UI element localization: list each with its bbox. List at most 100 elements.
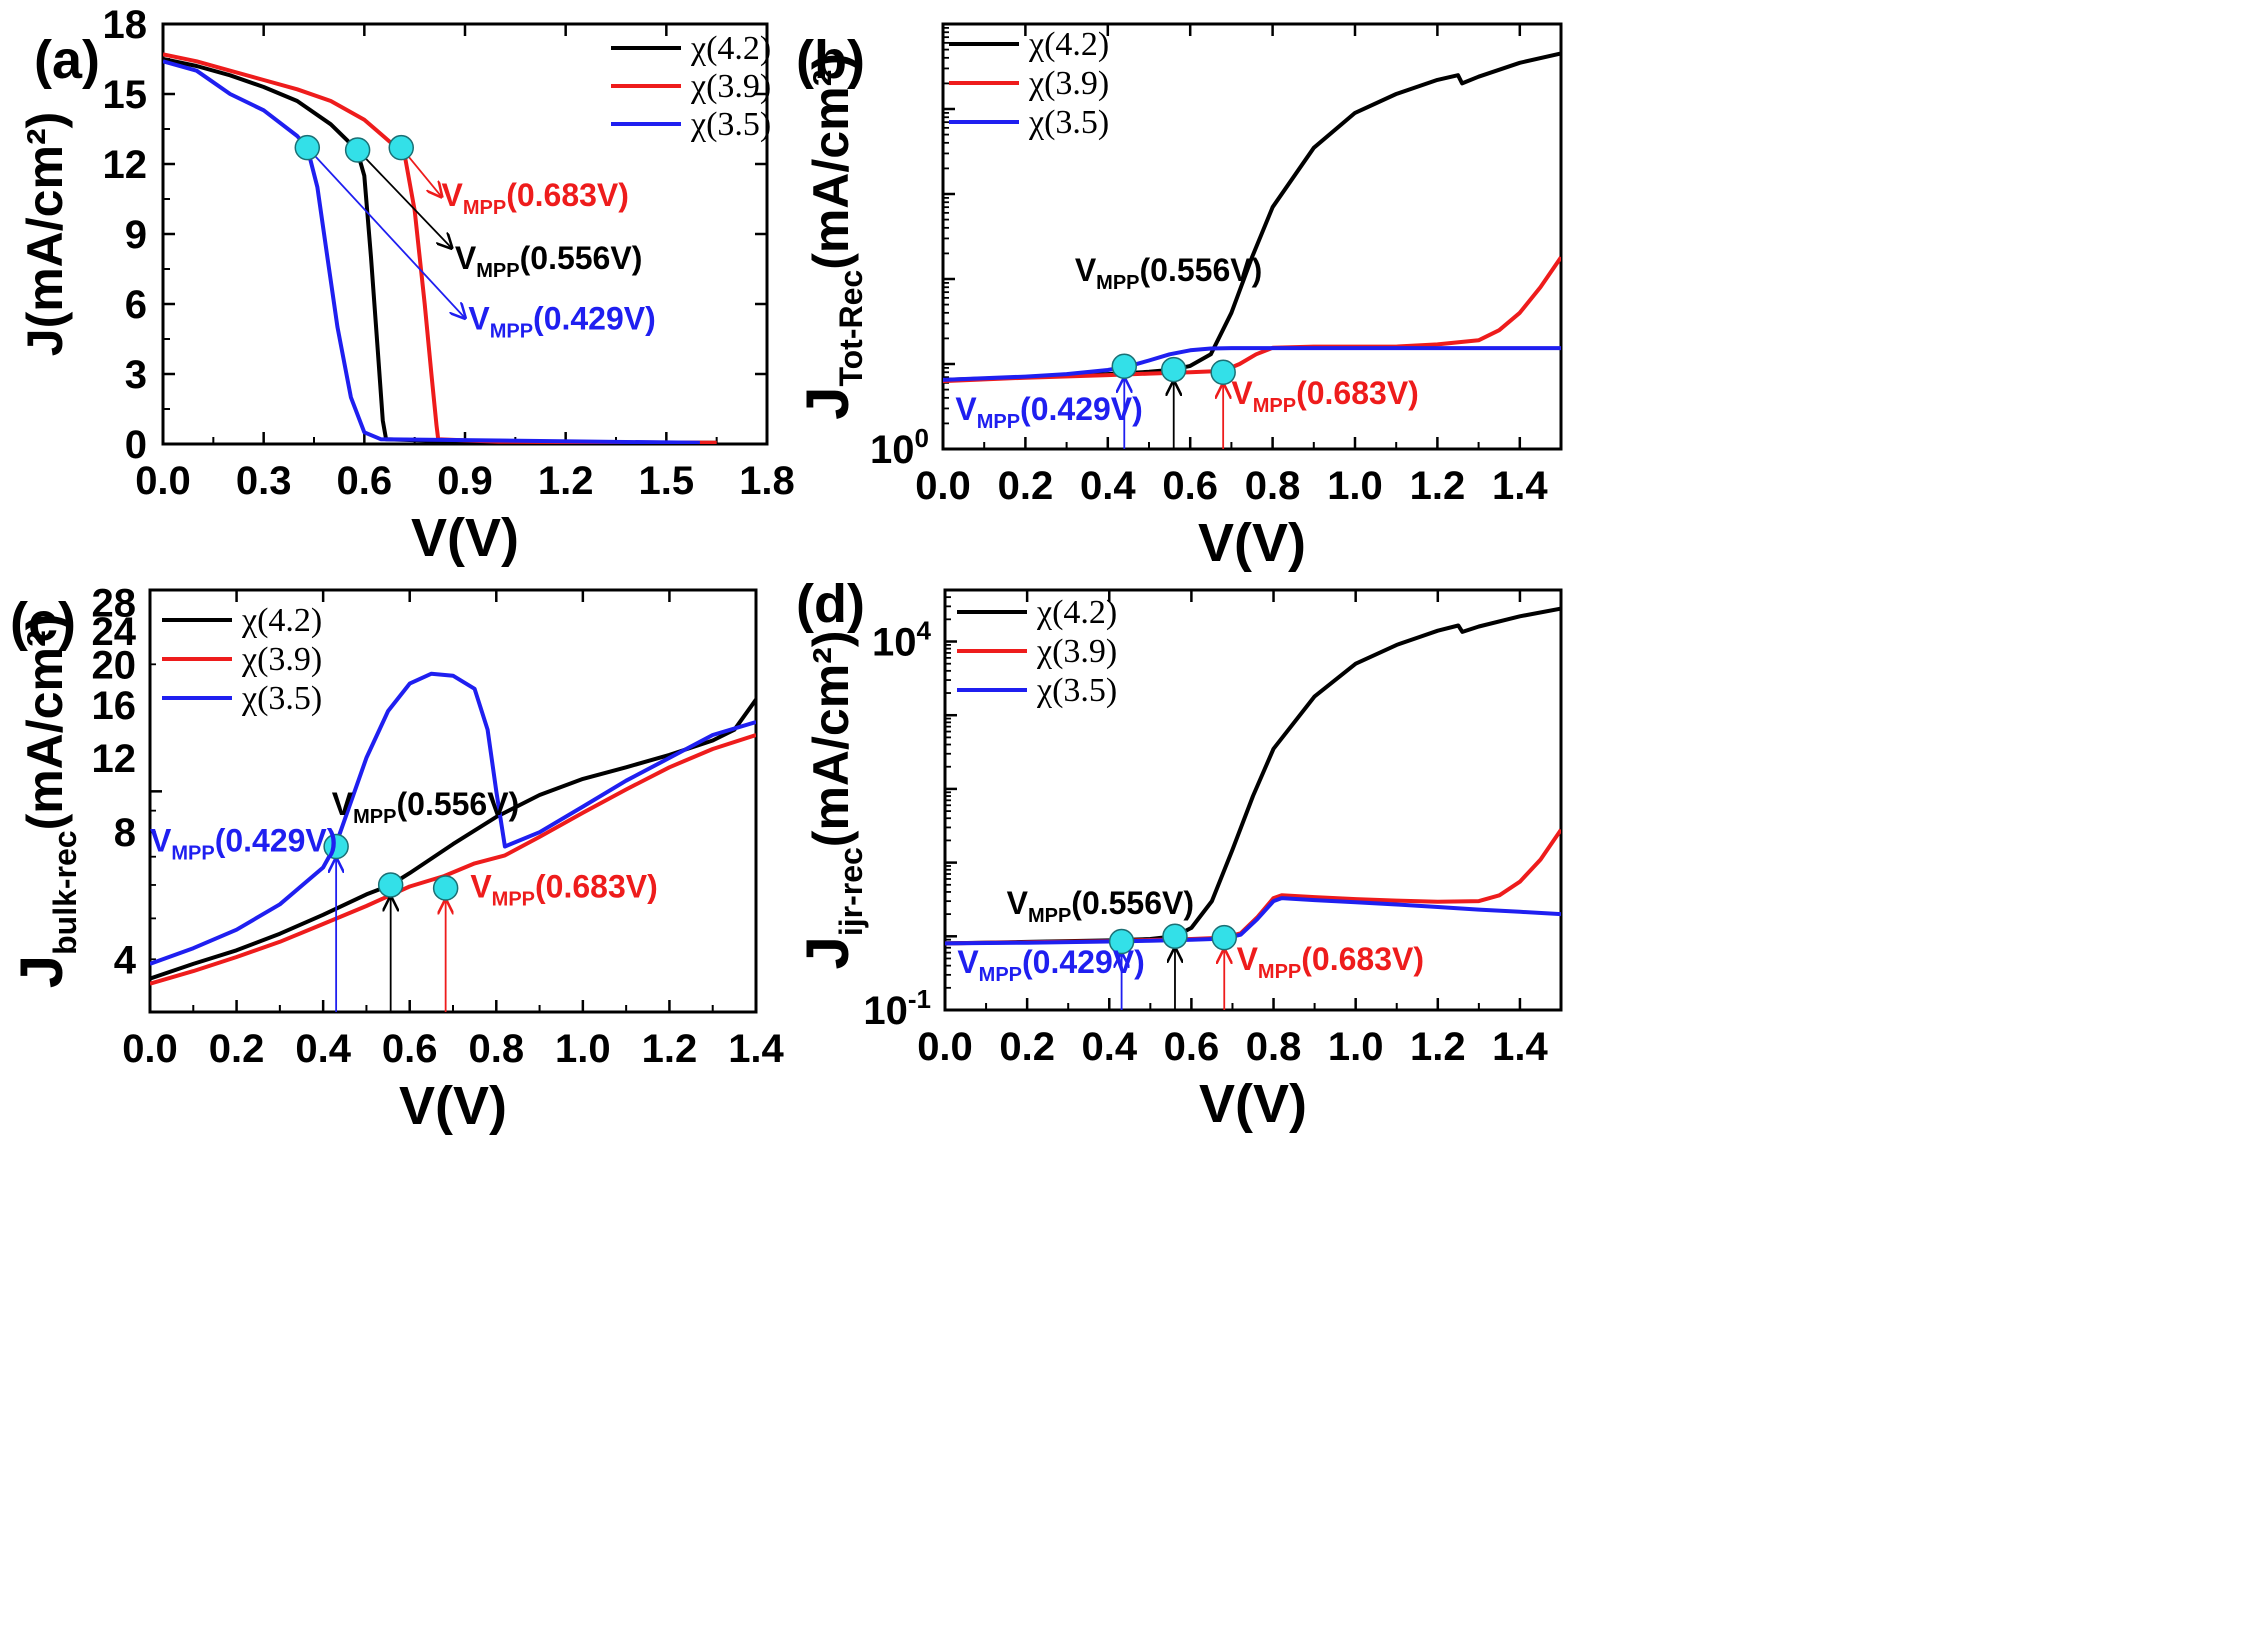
panel-b: 0.0 0.2 0.4 0.6 0.8 1.0 1.2 1.4100V(V)JTot-Rec(… [794,22,1563,573]
mpp-annotation-part: (0.683V) [506,177,629,213]
mpp-marker [1108,928,1135,955]
y-tick-label-part: 10 [863,989,908,1033]
legend-entry: χ(3.5) [1036,672,1117,709]
mpp-annotation-part: (0.429V) [215,823,338,859]
y-axis-title: JTot-Rec(mA/cm²) [794,53,869,420]
x-tick-label: 1.2 [538,459,594,503]
mpp-annotation-part: V [957,944,979,980]
y-tick-label: 0 [125,423,147,467]
x-tick-label: 0.6 [382,1027,438,1071]
x-tick-label: 0.6 [337,459,393,503]
mpp-annotation: VMPP(0.683V) [470,869,657,911]
mpp-marker [1162,923,1188,950]
mpp-annotation-part: MPP [1096,272,1139,294]
x-tick-label: 1.2 [1410,464,1466,508]
mpp-marker [1160,356,1187,383]
mpp-annotation-part: V [150,823,172,859]
series-line-χ(3.5) [150,671,756,966]
x-tick-label: 0.8 [1245,464,1301,508]
y-tick-label-part: 10 [872,621,917,665]
y-axis-title-part: bulk-rec [47,830,83,954]
mpp-annotation-part: (0.556V) [1140,252,1263,288]
mpp-annotation-part: (0.683V) [535,869,658,905]
y-tick-label: 12 [103,143,148,187]
panel-label: (d) [796,574,865,634]
mpp-marker [344,137,371,163]
x-tick-label: 0.4 [295,1027,351,1071]
y-axis-title-part: ijr-rec [833,847,869,936]
mpp-annotation-part: V [955,391,977,427]
mpp-annotation-part: V [468,301,490,337]
x-tick-label: 0.4 [1080,464,1136,508]
mpp-annotation-part: MPP [463,197,506,219]
mpp-annotation-part: V [455,240,477,276]
x-tick-label: 1.0 [555,1027,611,1071]
mpp-annotation: VMPP(0.683V) [442,177,629,219]
panel-label: (c) [10,592,76,652]
mpp-annotation-part: (0.429V) [1020,391,1143,427]
mpp-arrow [306,147,465,318]
x-tick-label: 0.6 [1164,1025,1220,1069]
legend-entry: χ(3.9) [1028,65,1109,102]
y-tick-label: 6 [125,283,147,327]
y-axis-title-part: (mA/cm²) [803,631,859,848]
y-tick-label: 9 [125,213,147,257]
y-axis-title: Jijr-rec(mA/cm²) [794,631,869,970]
panel-d: 0.0 0.2 0.4 0.6 0.8 1.0 1.2 1.410410-1V(V)Jijr-… [794,574,1563,1134]
legend-entry: χ(4.2) [690,30,771,67]
x-tick-label: 0.0 [915,464,971,508]
y-tick-label: 8 [114,811,136,855]
series-line-χ(3.9) [150,733,756,986]
y-tick-label: 16 [92,684,137,728]
y-axis-title-part: (mA/cm²) [803,53,859,270]
y-tick-label: 18 [103,3,148,47]
x-tick-label: 1.2 [1410,1025,1466,1069]
x-axis-title: V(V) [399,1076,507,1136]
x-tick-label: 0.0 [122,1027,178,1071]
mpp-annotation-part: MPP [492,889,535,911]
panel-label: (a) [34,30,100,90]
mpp-annotation-part: V [470,869,492,905]
mpp-annotation: VMPP(0.429V) [468,301,655,343]
x-tick-label: 0.0 [135,459,191,503]
series-line-χ(3.5) [163,59,700,444]
mpp-annotation-part: (0.556V) [520,240,643,276]
y-tick-label: 15 [103,73,148,117]
y-tick-label: 20 [92,643,137,687]
x-tick-label: 1.8 [739,459,795,503]
x-axis-title: V(V) [1199,1074,1307,1134]
series-line-χ(3.5) [943,346,1561,382]
mpp-annotation-part: (0.429V) [533,301,656,337]
series-line-χ(4.2) [943,51,1561,382]
mpp-annotation: VMPP(0.429V) [150,823,337,865]
mpp-marker [1210,359,1236,385]
mpp-annotation: VMPP(0.429V) [955,391,1142,433]
x-tick-label: 0.4 [1081,1025,1137,1069]
y-tick-label-part: 4 [917,616,932,646]
x-tick-label: 1.0 [1327,464,1383,508]
plot-frame [941,22,1563,451]
x-tick-label: 0.0 [917,1025,973,1069]
mpp-marker [388,134,414,161]
y-tick-label: 24 [92,610,137,654]
mpp-annotation-part: MPP [977,411,1020,433]
x-tick-label: 0.6 [1162,464,1218,508]
mpp-annotation-part: MPP [171,843,214,865]
mpp-arrow [356,149,452,248]
x-tick-label: 1.5 [639,459,695,503]
mpp-annotation: VMPP(0.556V) [1075,252,1262,294]
y-tick-label: 10-1 [863,984,931,1033]
x-tick-label: 1.4 [1492,464,1548,508]
x-tick-label: 0.2 [998,464,1054,508]
y-tick-label: 28 [92,582,137,626]
y-tick-label-part: 10 [870,428,915,472]
mpp-annotation-part: V [1237,941,1259,977]
mpp-marker [432,875,459,901]
y-tick-label: 12 [92,737,137,781]
y-tick-label: 104 [872,616,932,665]
legend-entry: χ(3.5) [1028,104,1109,141]
y-tick-label-part: -1 [908,984,931,1014]
mpp-annotation-part: V [1007,885,1029,921]
